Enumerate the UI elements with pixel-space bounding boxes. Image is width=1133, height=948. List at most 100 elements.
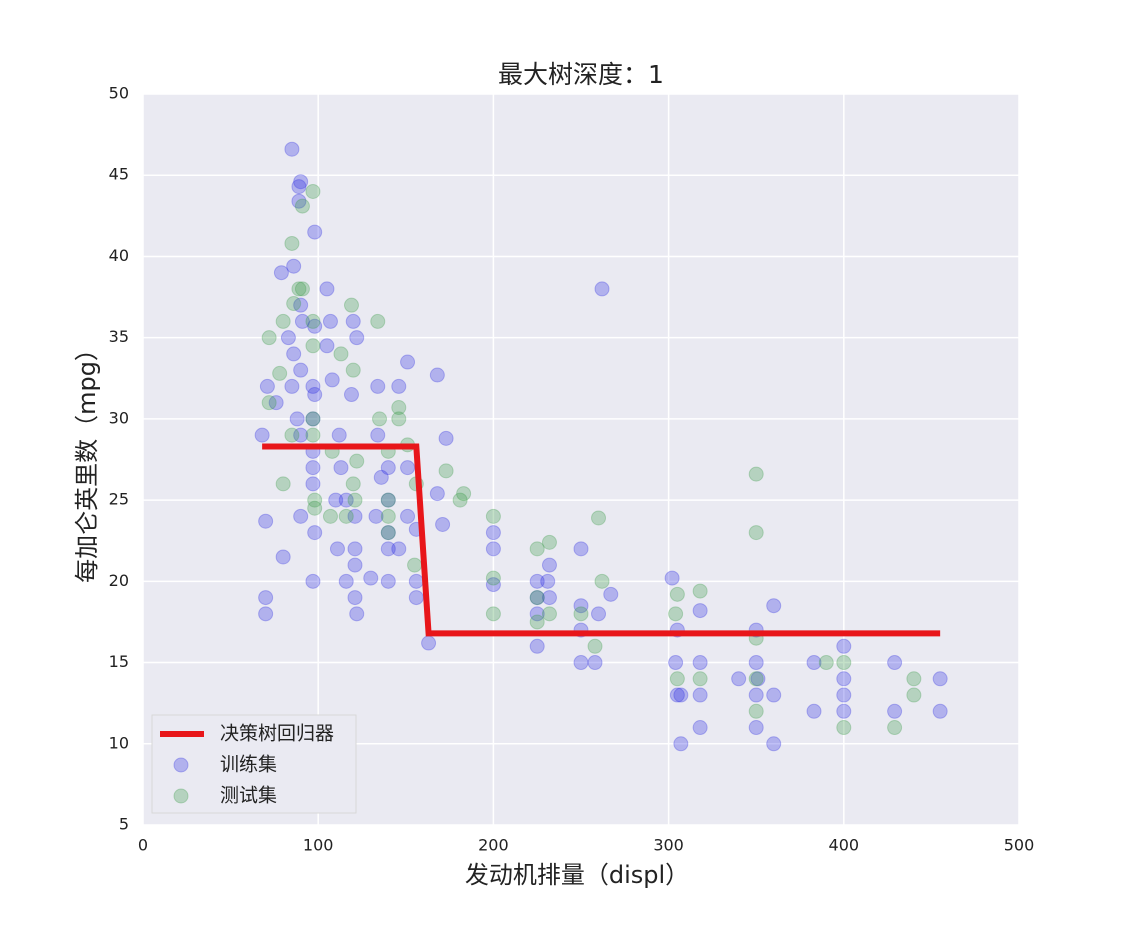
scatter-point bbox=[435, 516, 451, 532]
scatter-point bbox=[363, 570, 379, 586]
scatter-point bbox=[836, 671, 852, 687]
scatter-point bbox=[391, 400, 407, 416]
scatter-point bbox=[307, 318, 323, 334]
x-tick-label: 400 bbox=[829, 836, 860, 855]
plot-area bbox=[143, 94, 1019, 825]
scatter-point bbox=[748, 466, 764, 482]
scatter-point bbox=[343, 297, 359, 313]
scatter-point bbox=[438, 430, 454, 446]
scatter-point bbox=[391, 378, 407, 394]
scatter-point bbox=[591, 606, 607, 622]
scatter-point bbox=[673, 736, 689, 752]
x-tick-label: 0 bbox=[138, 836, 148, 855]
regression-line bbox=[262, 443, 941, 637]
y-tick-label: 10 bbox=[109, 733, 129, 752]
scatter-point bbox=[485, 541, 501, 557]
scatter-point bbox=[284, 427, 300, 443]
scatter-point bbox=[307, 500, 323, 516]
scatter-point bbox=[368, 508, 384, 524]
scatter-point bbox=[692, 671, 708, 687]
x-tick-label: 200 bbox=[478, 836, 509, 855]
y-tick-label: 45 bbox=[109, 165, 129, 184]
scatter-point bbox=[429, 367, 445, 383]
scatter-point bbox=[932, 671, 948, 687]
scatter-point bbox=[669, 687, 685, 703]
scatter-point bbox=[305, 378, 321, 394]
y-tick-label: 50 bbox=[109, 84, 129, 103]
scatter-point bbox=[319, 338, 335, 354]
scatter-point bbox=[668, 606, 684, 622]
scatter-point bbox=[380, 508, 396, 524]
scatter-point bbox=[452, 492, 468, 508]
scatter-point bbox=[293, 174, 309, 190]
scatter-point bbox=[692, 583, 708, 599]
scatter-point bbox=[748, 703, 764, 719]
scatter-point bbox=[345, 362, 361, 378]
scatter-point bbox=[305, 411, 321, 427]
y-tick-label: 5 bbox=[119, 815, 129, 834]
scatter-point bbox=[587, 655, 603, 671]
scatter-point bbox=[307, 492, 323, 508]
scatter-point bbox=[692, 655, 708, 671]
scatter-point bbox=[284, 378, 300, 394]
scatter-point bbox=[345, 313, 361, 329]
scatter-point bbox=[275, 549, 291, 565]
scatter-point bbox=[293, 297, 309, 313]
scatter-point bbox=[294, 198, 310, 214]
scatter-point bbox=[307, 387, 323, 403]
scatter-point bbox=[258, 513, 274, 529]
scatter-point bbox=[380, 460, 396, 476]
scatter-point bbox=[485, 577, 501, 593]
scatter-point bbox=[766, 687, 782, 703]
scatter-point bbox=[391, 411, 407, 427]
scatter-point bbox=[836, 687, 852, 703]
scatter-point bbox=[573, 655, 589, 671]
scatter-point bbox=[347, 590, 363, 606]
scatter-point bbox=[380, 541, 396, 557]
y-tick-label: 20 bbox=[109, 571, 129, 590]
scatter-point bbox=[370, 378, 386, 394]
scatter-point bbox=[370, 313, 386, 329]
scatter-point bbox=[319, 281, 335, 297]
legend-swatch bbox=[173, 757, 189, 773]
scatter-point bbox=[305, 460, 321, 476]
scatter-point bbox=[573, 541, 589, 557]
scatter-point bbox=[932, 703, 948, 719]
scatter-point bbox=[673, 687, 689, 703]
scatter-point bbox=[906, 671, 922, 687]
scatter-point bbox=[573, 598, 589, 614]
scatter-point bbox=[806, 703, 822, 719]
scatter-point bbox=[380, 525, 396, 541]
scatter-point bbox=[261, 395, 277, 411]
scatter-point bbox=[887, 720, 903, 736]
scatter-point bbox=[541, 534, 557, 550]
legend-swatch bbox=[173, 788, 189, 804]
scatter-point bbox=[284, 235, 300, 251]
scatter-point bbox=[692, 720, 708, 736]
x-axis-label: 发动机排量（displ） bbox=[465, 861, 689, 889]
scatter-point bbox=[766, 598, 782, 614]
y-tick-label: 25 bbox=[109, 490, 129, 509]
scatter-point bbox=[293, 508, 309, 524]
scatter-point bbox=[284, 141, 300, 157]
scatter-point bbox=[258, 606, 274, 622]
scatter-point bbox=[349, 453, 365, 469]
y-tick-label: 30 bbox=[109, 408, 129, 427]
scatter-point bbox=[291, 193, 307, 209]
scatter-point bbox=[305, 183, 321, 199]
scatter-point bbox=[587, 638, 603, 654]
scatter-point bbox=[380, 492, 396, 508]
scatter-point bbox=[692, 603, 708, 619]
scatter-point bbox=[529, 573, 545, 589]
scatter-point bbox=[275, 313, 291, 329]
scatter-point bbox=[305, 313, 321, 329]
x-tick-label: 500 bbox=[1004, 836, 1035, 855]
scatter-point bbox=[421, 635, 437, 651]
scatter-point bbox=[272, 365, 288, 381]
scatter-point bbox=[887, 655, 903, 671]
scatter-point bbox=[836, 638, 852, 654]
scatter-point bbox=[541, 590, 557, 606]
scatter-point bbox=[331, 427, 347, 443]
